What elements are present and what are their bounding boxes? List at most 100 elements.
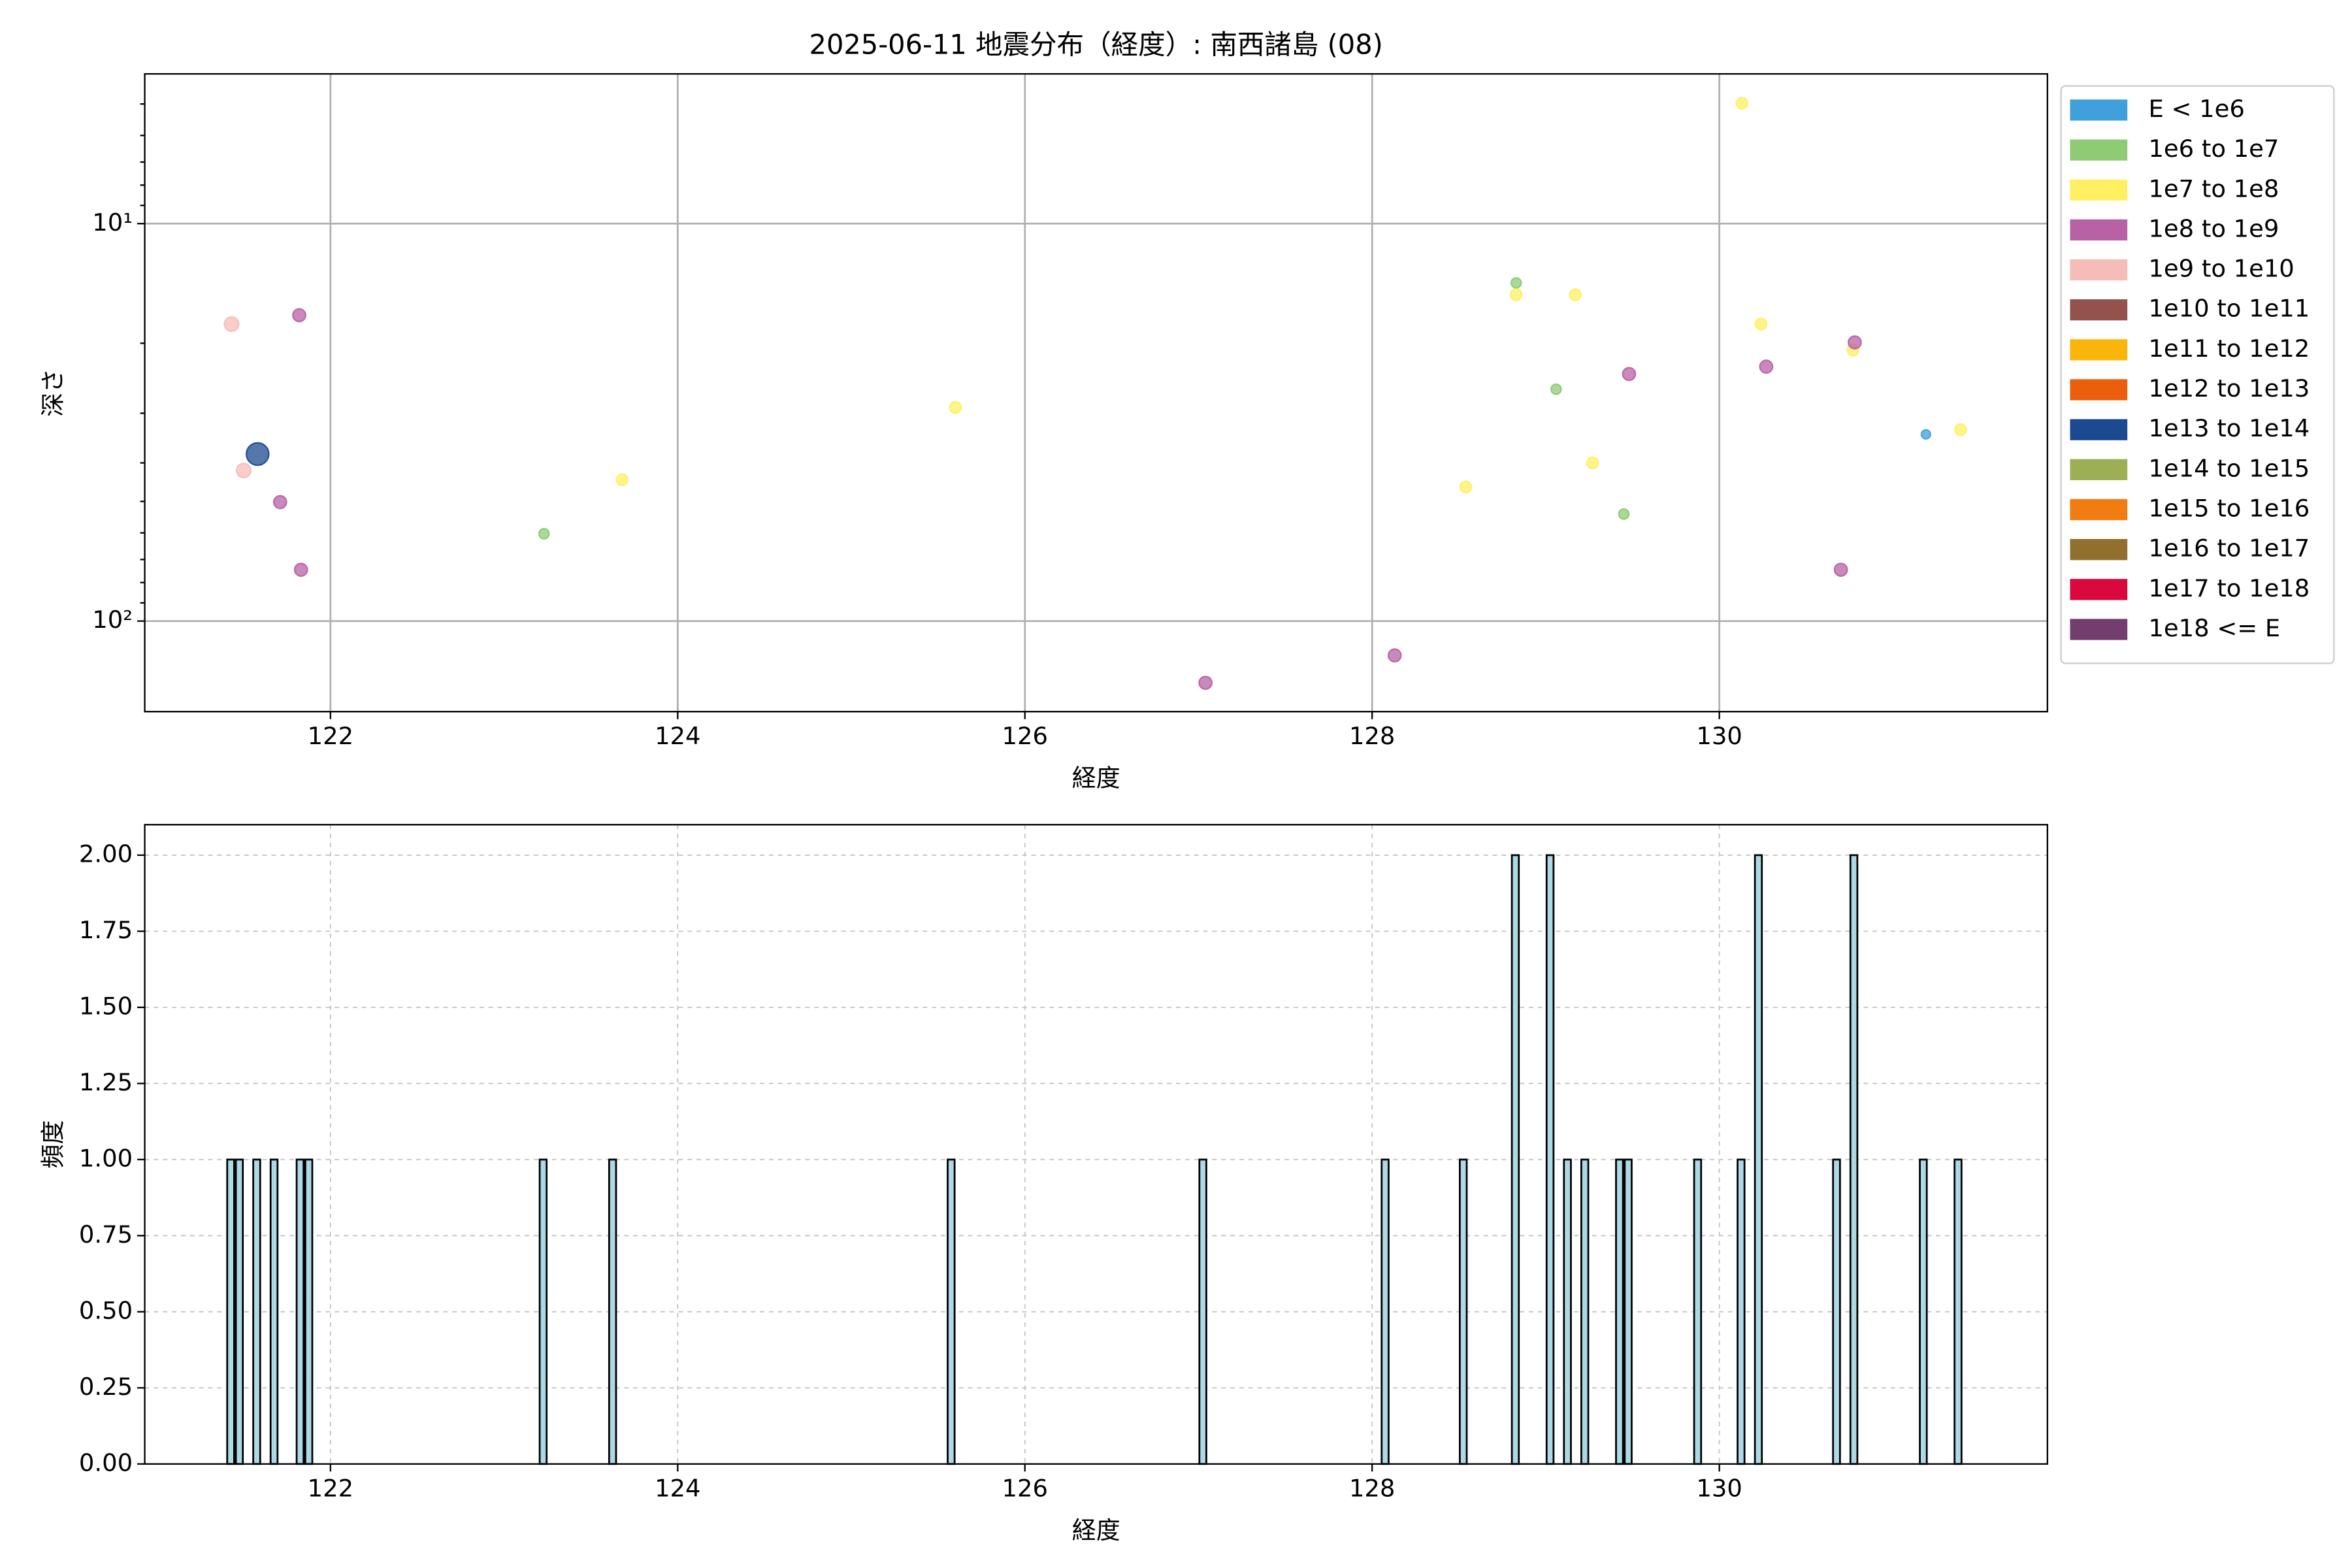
legend-swatch xyxy=(2070,179,2128,201)
histogram-bar xyxy=(235,1158,244,1465)
histogram-bar xyxy=(1380,1158,1390,1465)
scatter-point xyxy=(1833,563,1848,577)
y-tick-label: 10¹ xyxy=(92,208,133,237)
histogram-bar xyxy=(269,1158,279,1465)
x-tick-label: 124 xyxy=(655,1475,700,1503)
scatter-point xyxy=(1618,508,1630,520)
legend-swatch xyxy=(2070,339,2128,361)
legend-label: 1e8 to 1e9 xyxy=(2148,214,2279,242)
scatter-point xyxy=(538,528,550,540)
legend-label: 1e9 to 1e10 xyxy=(2148,255,2294,283)
legend-label: 1e7 to 1e8 xyxy=(2148,174,2279,203)
scatter-point xyxy=(1387,648,1402,663)
x-axis-label: 経度 xyxy=(1072,764,1120,792)
histogram-bar xyxy=(1458,1158,1468,1465)
y-tick-label: 1.50 xyxy=(79,992,133,1020)
histogram-bar xyxy=(1563,1158,1572,1465)
scatter-point xyxy=(1920,429,1931,440)
x-tick-label: 126 xyxy=(1002,1475,1048,1503)
scatter-point xyxy=(1954,423,1967,436)
legend-label: 1e16 to 1e17 xyxy=(2148,534,2310,563)
scatter-point xyxy=(235,463,252,479)
histogram-bar xyxy=(1511,854,1520,1465)
x-tick-label: 124 xyxy=(655,722,700,750)
x-tick-label: 130 xyxy=(1696,722,1742,750)
y-tick-label: 0.00 xyxy=(79,1448,133,1477)
legend-swatch xyxy=(2070,579,2128,600)
legend-swatch xyxy=(2070,99,2128,121)
legend-label: 1e15 to 1e16 xyxy=(2148,495,2310,523)
y-tick-label: 0.75 xyxy=(79,1220,133,1249)
scatter-point xyxy=(1735,97,1749,110)
scatter-point xyxy=(1848,335,1862,350)
scatter-point xyxy=(223,316,240,333)
legend-label: 1e6 to 1e7 xyxy=(2148,135,2279,163)
legend-swatch xyxy=(2070,219,2128,241)
legend-label: E < 1e6 xyxy=(2148,95,2244,123)
y-axis-label: 深さ xyxy=(39,368,67,417)
scatter-point xyxy=(1198,676,1213,690)
y-tick-label: 1.75 xyxy=(79,916,133,944)
x-tick-label: 128 xyxy=(1349,1475,1395,1503)
scatter-point xyxy=(1754,318,1768,331)
legend-swatch xyxy=(2070,379,2128,400)
histogram-bar xyxy=(608,1158,617,1465)
y-axis-label: 頻度 xyxy=(39,1120,67,1169)
histogram-bar xyxy=(1953,1158,1963,1465)
scatter-point xyxy=(292,308,306,323)
histogram-bar xyxy=(1849,854,1859,1465)
histogram-bar xyxy=(1545,854,1555,1465)
y-tick-label: 0.50 xyxy=(79,1296,133,1324)
x-tick-label: 122 xyxy=(308,722,353,750)
histogram-bar xyxy=(1919,1158,1928,1465)
histogram-bar xyxy=(1693,1158,1703,1465)
y-tick-label: 10² xyxy=(92,606,133,634)
legend-label: 1e10 to 1e11 xyxy=(2148,295,2310,323)
scatter-point xyxy=(949,400,962,414)
scatter-point xyxy=(1510,277,1522,289)
histogram-bar xyxy=(1832,1158,1841,1465)
legend-label: 1e11 to 1e12 xyxy=(2148,335,2310,363)
legend-swatch xyxy=(2070,498,2128,521)
scatter-point xyxy=(1550,383,1562,395)
legend-label: 1e12 to 1e13 xyxy=(2148,374,2310,402)
histogram-bar xyxy=(1580,1158,1590,1465)
histogram-bar xyxy=(1624,1158,1633,1465)
scatter-point xyxy=(1569,288,1582,301)
histogram-bar xyxy=(1198,1158,1207,1465)
scatter-point xyxy=(1459,480,1473,494)
histogram-bar xyxy=(947,1158,956,1465)
scatter-point xyxy=(1509,288,1523,301)
x-tick-label: 130 xyxy=(1696,1475,1742,1503)
scatter-point xyxy=(293,563,308,577)
legend-label: 1e17 to 1e18 xyxy=(2148,574,2310,602)
legend-swatch xyxy=(2070,459,2128,480)
histogram-bar xyxy=(295,1158,305,1465)
y-tick-label: 1.00 xyxy=(79,1144,133,1172)
scatter-point xyxy=(245,442,270,466)
legend-swatch xyxy=(2070,299,2128,321)
legend-label: 1e18 <= E xyxy=(2148,614,2280,642)
histogram-bar xyxy=(226,1158,235,1465)
legend-label: 1e14 to 1e15 xyxy=(2148,454,2310,482)
plot-frame xyxy=(144,73,2048,713)
y-tick-label: 2.00 xyxy=(79,840,133,868)
y-tick-label: 0.25 xyxy=(79,1373,133,1401)
legend-swatch xyxy=(2070,419,2128,440)
scatter-point xyxy=(272,495,287,510)
histogram-bar xyxy=(1754,854,1763,1465)
scatter-point xyxy=(1586,456,1599,470)
x-axis-label: 経度 xyxy=(1072,1516,1120,1544)
scatter-point xyxy=(1622,367,1637,382)
legend-box xyxy=(2060,85,2335,664)
scatter-point xyxy=(1759,359,1774,374)
x-tick-label: 122 xyxy=(308,1475,353,1503)
y-tick-label: 1.25 xyxy=(79,1068,133,1096)
histogram-bar xyxy=(1737,1158,1746,1465)
histogram-bar xyxy=(252,1158,261,1465)
legend-swatch xyxy=(2070,139,2128,161)
histogram-bar xyxy=(304,1158,314,1465)
x-tick-label: 126 xyxy=(1002,722,1048,750)
chart-title: 2025-06-11 地震分布（経度）: 南西諸島 (08) xyxy=(809,29,1383,61)
